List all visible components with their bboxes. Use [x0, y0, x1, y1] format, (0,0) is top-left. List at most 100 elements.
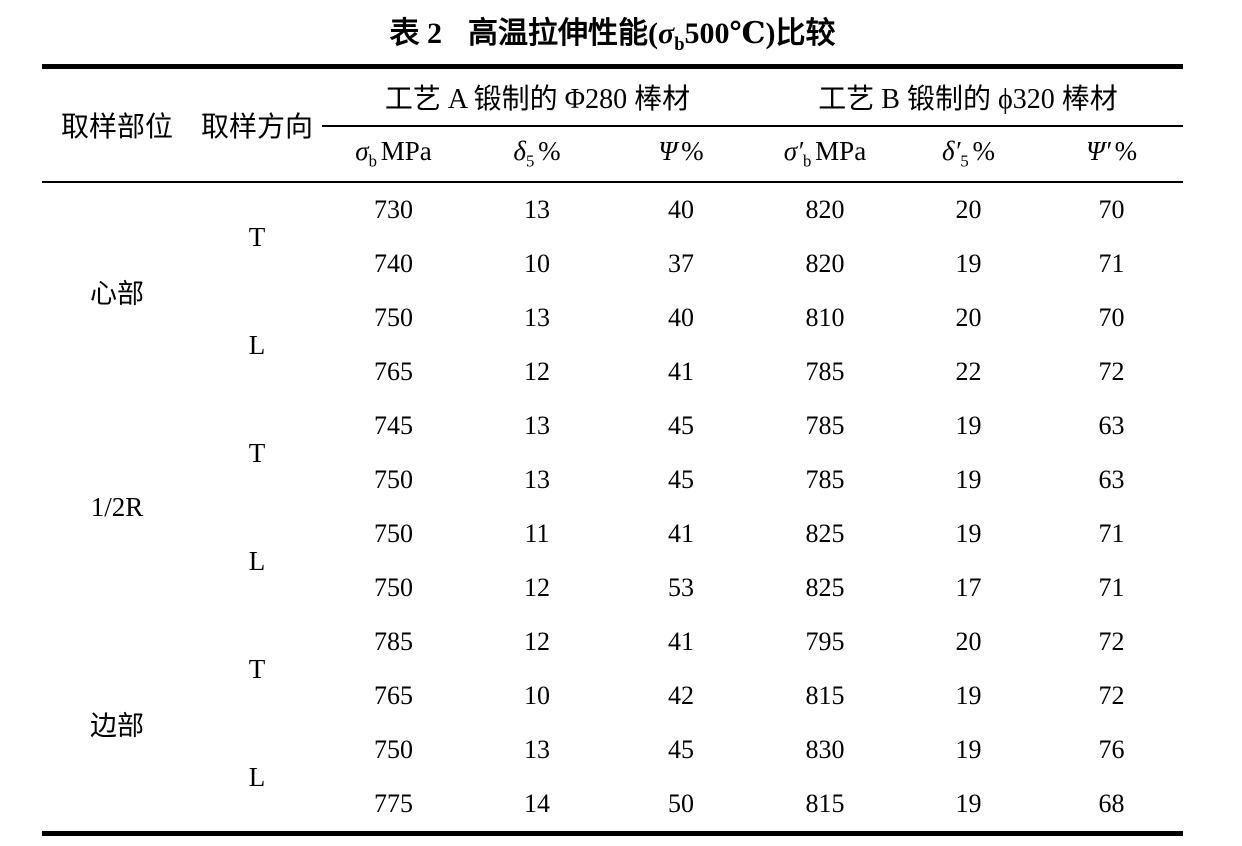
sigma-symbol: σ — [355, 136, 369, 167]
value-cell: 765 — [374, 681, 413, 710]
direction-cell: T — [248, 653, 266, 684]
value-cell: 13 — [524, 411, 550, 440]
caption-sigma-symbol: σ — [658, 17, 675, 50]
value-cell: 810 — [805, 303, 845, 332]
column-header-direction: 取样方向 — [192, 66, 322, 183]
value-cell: 40 — [668, 195, 694, 224]
caption-sigma-subscript: b — [674, 34, 685, 55]
value-cell: 825 — [805, 573, 845, 602]
caption-text-left: 高温拉伸性能( — [468, 17, 659, 50]
table-caption: 表 2 高温拉伸性能(σb500℃)比较 — [42, 0, 1183, 64]
value-cell: 45 — [668, 465, 694, 494]
value-cell: 750 — [374, 303, 413, 332]
delta-prime-symbol: δ′ — [941, 136, 961, 167]
sigma-prime-symbol: σ′ — [783, 136, 804, 167]
value-cell: 730 — [374, 195, 413, 224]
value-cell: 750 — [374, 465, 413, 494]
value-cell: 10 — [524, 249, 550, 278]
value-cell: 795 — [805, 627, 845, 656]
value-cell: 765 — [374, 357, 413, 386]
value-cell: 13 — [524, 303, 550, 332]
group-header-process-a: 工艺 A 锻制的 Φ280 棒材 — [322, 66, 753, 127]
value-cell: 20 — [955, 195, 982, 224]
value-cell: 14 — [524, 789, 550, 818]
table-row: 740 10 37 820 19 71 — [42, 237, 1183, 291]
delta-unit: % — [538, 136, 561, 167]
value-cell: 45 — [668, 411, 694, 440]
value-cell: 72 — [1098, 681, 1125, 710]
value-cell: 13 — [524, 195, 550, 224]
value-cell: 72 — [1098, 357, 1125, 386]
value-cell: 41 — [668, 519, 694, 548]
psi-symbol: Ψ — [658, 136, 678, 167]
sigma-subscript: b — [368, 151, 377, 171]
value-cell: 820 — [805, 249, 845, 278]
value-cell: 68 — [1098, 789, 1125, 818]
table-row: 750 13 45 785 19 63 — [42, 453, 1183, 507]
value-cell: 785 — [374, 627, 413, 656]
value-cell: 40 — [668, 303, 694, 332]
value-cell: 12 — [524, 627, 550, 656]
psi-prime-symbol: Ψ′ — [1085, 136, 1111, 167]
value-cell: 750 — [374, 573, 413, 602]
value-cell: 70 — [1098, 195, 1125, 224]
table-row: 765 12 41 785 22 72 — [42, 345, 1183, 399]
value-cell: 775 — [374, 789, 413, 818]
sigma-prime-unit: MPa — [815, 136, 867, 167]
value-cell: 17 — [955, 573, 982, 602]
value-cell: 19 — [955, 249, 982, 278]
subcolumn-delta-prime-5: δ′5% — [897, 126, 1040, 183]
tensile-properties-table: 取样部位 取样方向 工艺 A 锻制的 Φ280 棒材 工艺 B 锻制的 ϕ320… — [42, 64, 1184, 836]
value-cell: 815 — [805, 789, 845, 818]
sigma-prime-subscript: b — [803, 151, 812, 171]
value-cell: 785 — [805, 465, 845, 494]
subcolumn-delta-5: δ5% — [465, 126, 609, 183]
value-cell: 750 — [374, 519, 413, 548]
value-cell: 71 — [1098, 249, 1125, 278]
value-cell: 20 — [955, 627, 982, 656]
delta-prime-subscript: 5 — [960, 151, 969, 171]
delta-subscript: 5 — [525, 151, 535, 171]
table-row: 边部 T 785 12 41 795 20 72 — [42, 615, 1183, 741]
value-cell: 19 — [955, 789, 982, 818]
value-cell: 10 — [524, 681, 550, 710]
value-cell: 45 — [668, 735, 694, 764]
sigma-unit: MPa — [380, 136, 432, 167]
delta-prime-unit: % — [972, 136, 996, 167]
value-cell: 50 — [668, 789, 694, 818]
caption-text-right: 500℃)比较 — [684, 17, 836, 50]
delta-symbol: δ — [513, 136, 526, 167]
subcolumn-sigma-b: σb MPa — [322, 126, 465, 183]
subcolumn-psi-prime: Ψ′% — [1040, 126, 1184, 183]
table-row: L 750 13 45 830 19 76 — [42, 723, 1183, 792]
table-row: L 750 11 41 825 19 71 — [42, 507, 1183, 576]
value-cell: 11 — [524, 519, 550, 548]
psi-prime-unit: % — [1114, 136, 1138, 167]
value-cell: 12 — [524, 573, 550, 602]
table-body: 心部 T 730 13 40 820 20 70 740 10 37 820 1… — [42, 182, 1183, 834]
value-cell: 70 — [1098, 303, 1125, 332]
value-cell: 785 — [805, 357, 845, 386]
header-row-subcolumns: σb MPa δ5% Ψ% σ′b MPa δ′5% Ψ′% — [42, 126, 1184, 183]
subcolumn-sigma-prime-b: σ′b MPa — [753, 126, 897, 183]
table-row: 1/2R T 745 13 45 785 19 63 — [42, 399, 1183, 522]
value-cell: 71 — [1098, 573, 1125, 602]
value-cell: 19 — [955, 735, 982, 764]
value-cell: 13 — [524, 735, 550, 764]
value-cell: 76 — [1098, 735, 1125, 764]
value-cell: 750 — [374, 735, 413, 764]
value-cell: 815 — [805, 681, 845, 710]
value-cell: 20 — [955, 303, 982, 332]
value-cell: 785 — [805, 411, 845, 440]
table-header: 取样部位 取样方向 工艺 A 锻制的 Φ280 棒材 工艺 B 锻制的 ϕ320… — [42, 66, 1184, 183]
table-row: 心部 T 730 13 40 820 20 70 — [42, 182, 1183, 309]
header-row-groups: 取样部位 取样方向 工艺 A 锻制的 Φ280 棒材 工艺 B 锻制的 ϕ320… — [42, 66, 1184, 183]
direction-cell: L — [248, 329, 266, 360]
direction-cell: L — [248, 761, 266, 792]
value-cell: 22 — [955, 357, 982, 386]
value-cell: 41 — [668, 627, 694, 656]
direction-cell: L — [248, 545, 266, 576]
table-row: L 750 13 40 810 20 70 — [42, 291, 1183, 360]
value-cell: 13 — [524, 465, 550, 494]
